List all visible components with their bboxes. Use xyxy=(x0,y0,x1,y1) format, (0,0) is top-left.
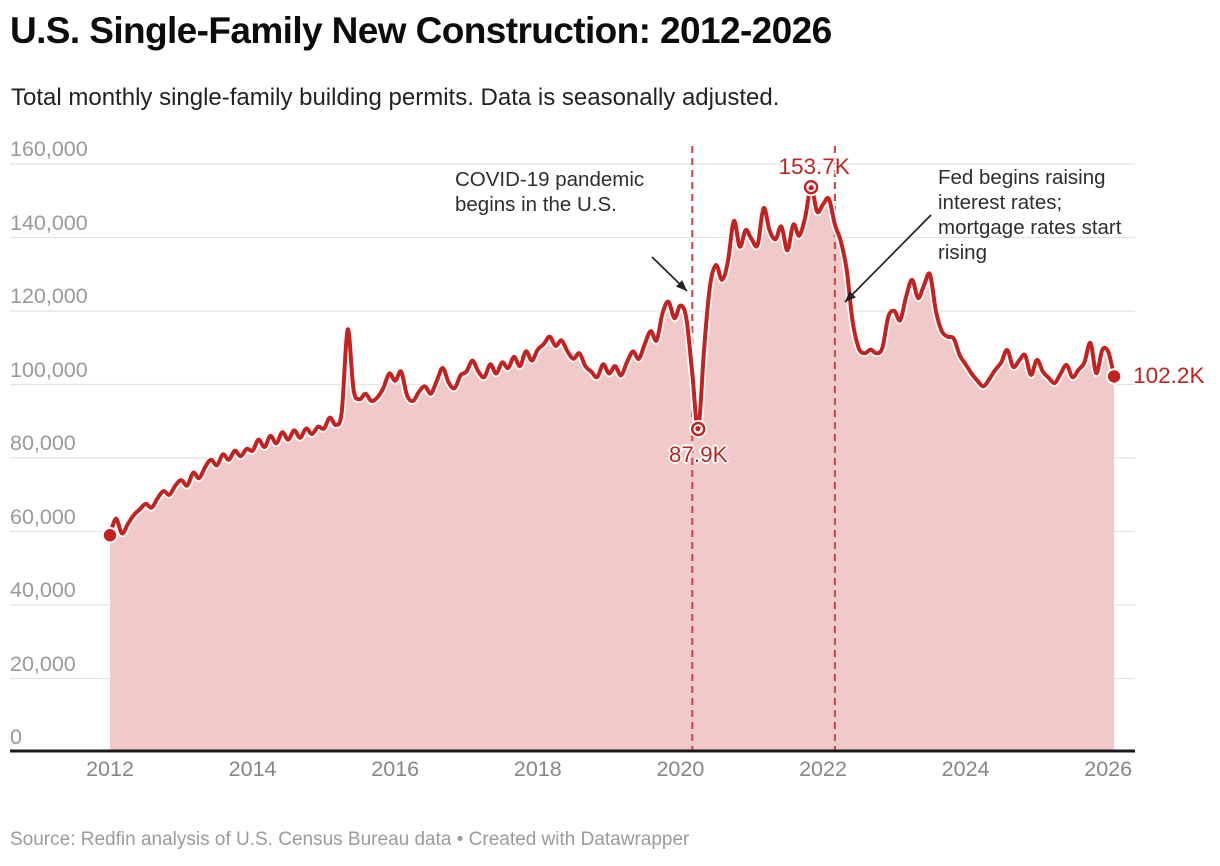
y-tick-label: 80,000 xyxy=(10,431,76,455)
covid-arrow-head xyxy=(675,280,687,291)
y-tick-label: 100,000 xyxy=(10,357,88,382)
x-tick-label: 2020 xyxy=(656,757,705,781)
y-tick-label: 40,000 xyxy=(10,578,76,602)
y-tick-label: 60,000 xyxy=(10,504,76,529)
x-tick-label: 2024 xyxy=(941,757,990,781)
data-point-open-circle xyxy=(803,179,819,195)
x-tick-label: 2026 xyxy=(1084,757,1133,781)
x-tick-label: 2012 xyxy=(86,757,134,781)
y-tick-label: 120,000 xyxy=(10,284,88,308)
data-point-dot xyxy=(1105,368,1123,385)
data-point-dot xyxy=(101,527,119,544)
x-tick-label: 2018 xyxy=(513,757,562,781)
x-tick-label: 2022 xyxy=(799,757,847,781)
x-tick-label: 2016 xyxy=(371,757,420,781)
fed-arrow xyxy=(844,214,932,303)
series-line xyxy=(108,185,1117,538)
point-value-label: 153.7K xyxy=(778,154,850,180)
y-tick-label: 20,000 xyxy=(10,651,76,676)
point-value-label: 102.2K xyxy=(1133,363,1205,389)
fed-arrow-head xyxy=(845,291,856,302)
annotation-fed: Fed begins raising interest rates; mortg… xyxy=(938,166,1122,264)
data-point-open-circle xyxy=(691,421,706,437)
y-tick-label: 140,000 xyxy=(10,210,88,235)
chart-subtitle: Total monthly single-family building per… xyxy=(11,84,780,111)
chart-title: U.S. Single-Family New Construction: 201… xyxy=(10,10,832,51)
y-tick-label: 0 xyxy=(10,725,22,749)
annotation-covid: COVID-19 pandemic begins in the U.S. xyxy=(455,168,645,216)
area-fill xyxy=(110,187,1115,753)
source-line: Source: Redfin analysis of U.S. Census B… xyxy=(10,829,690,850)
point-value-label: 87.9K xyxy=(668,441,728,467)
x-tick-label: 2014 xyxy=(228,757,277,781)
y-tick-label: 160,000 xyxy=(10,137,88,161)
